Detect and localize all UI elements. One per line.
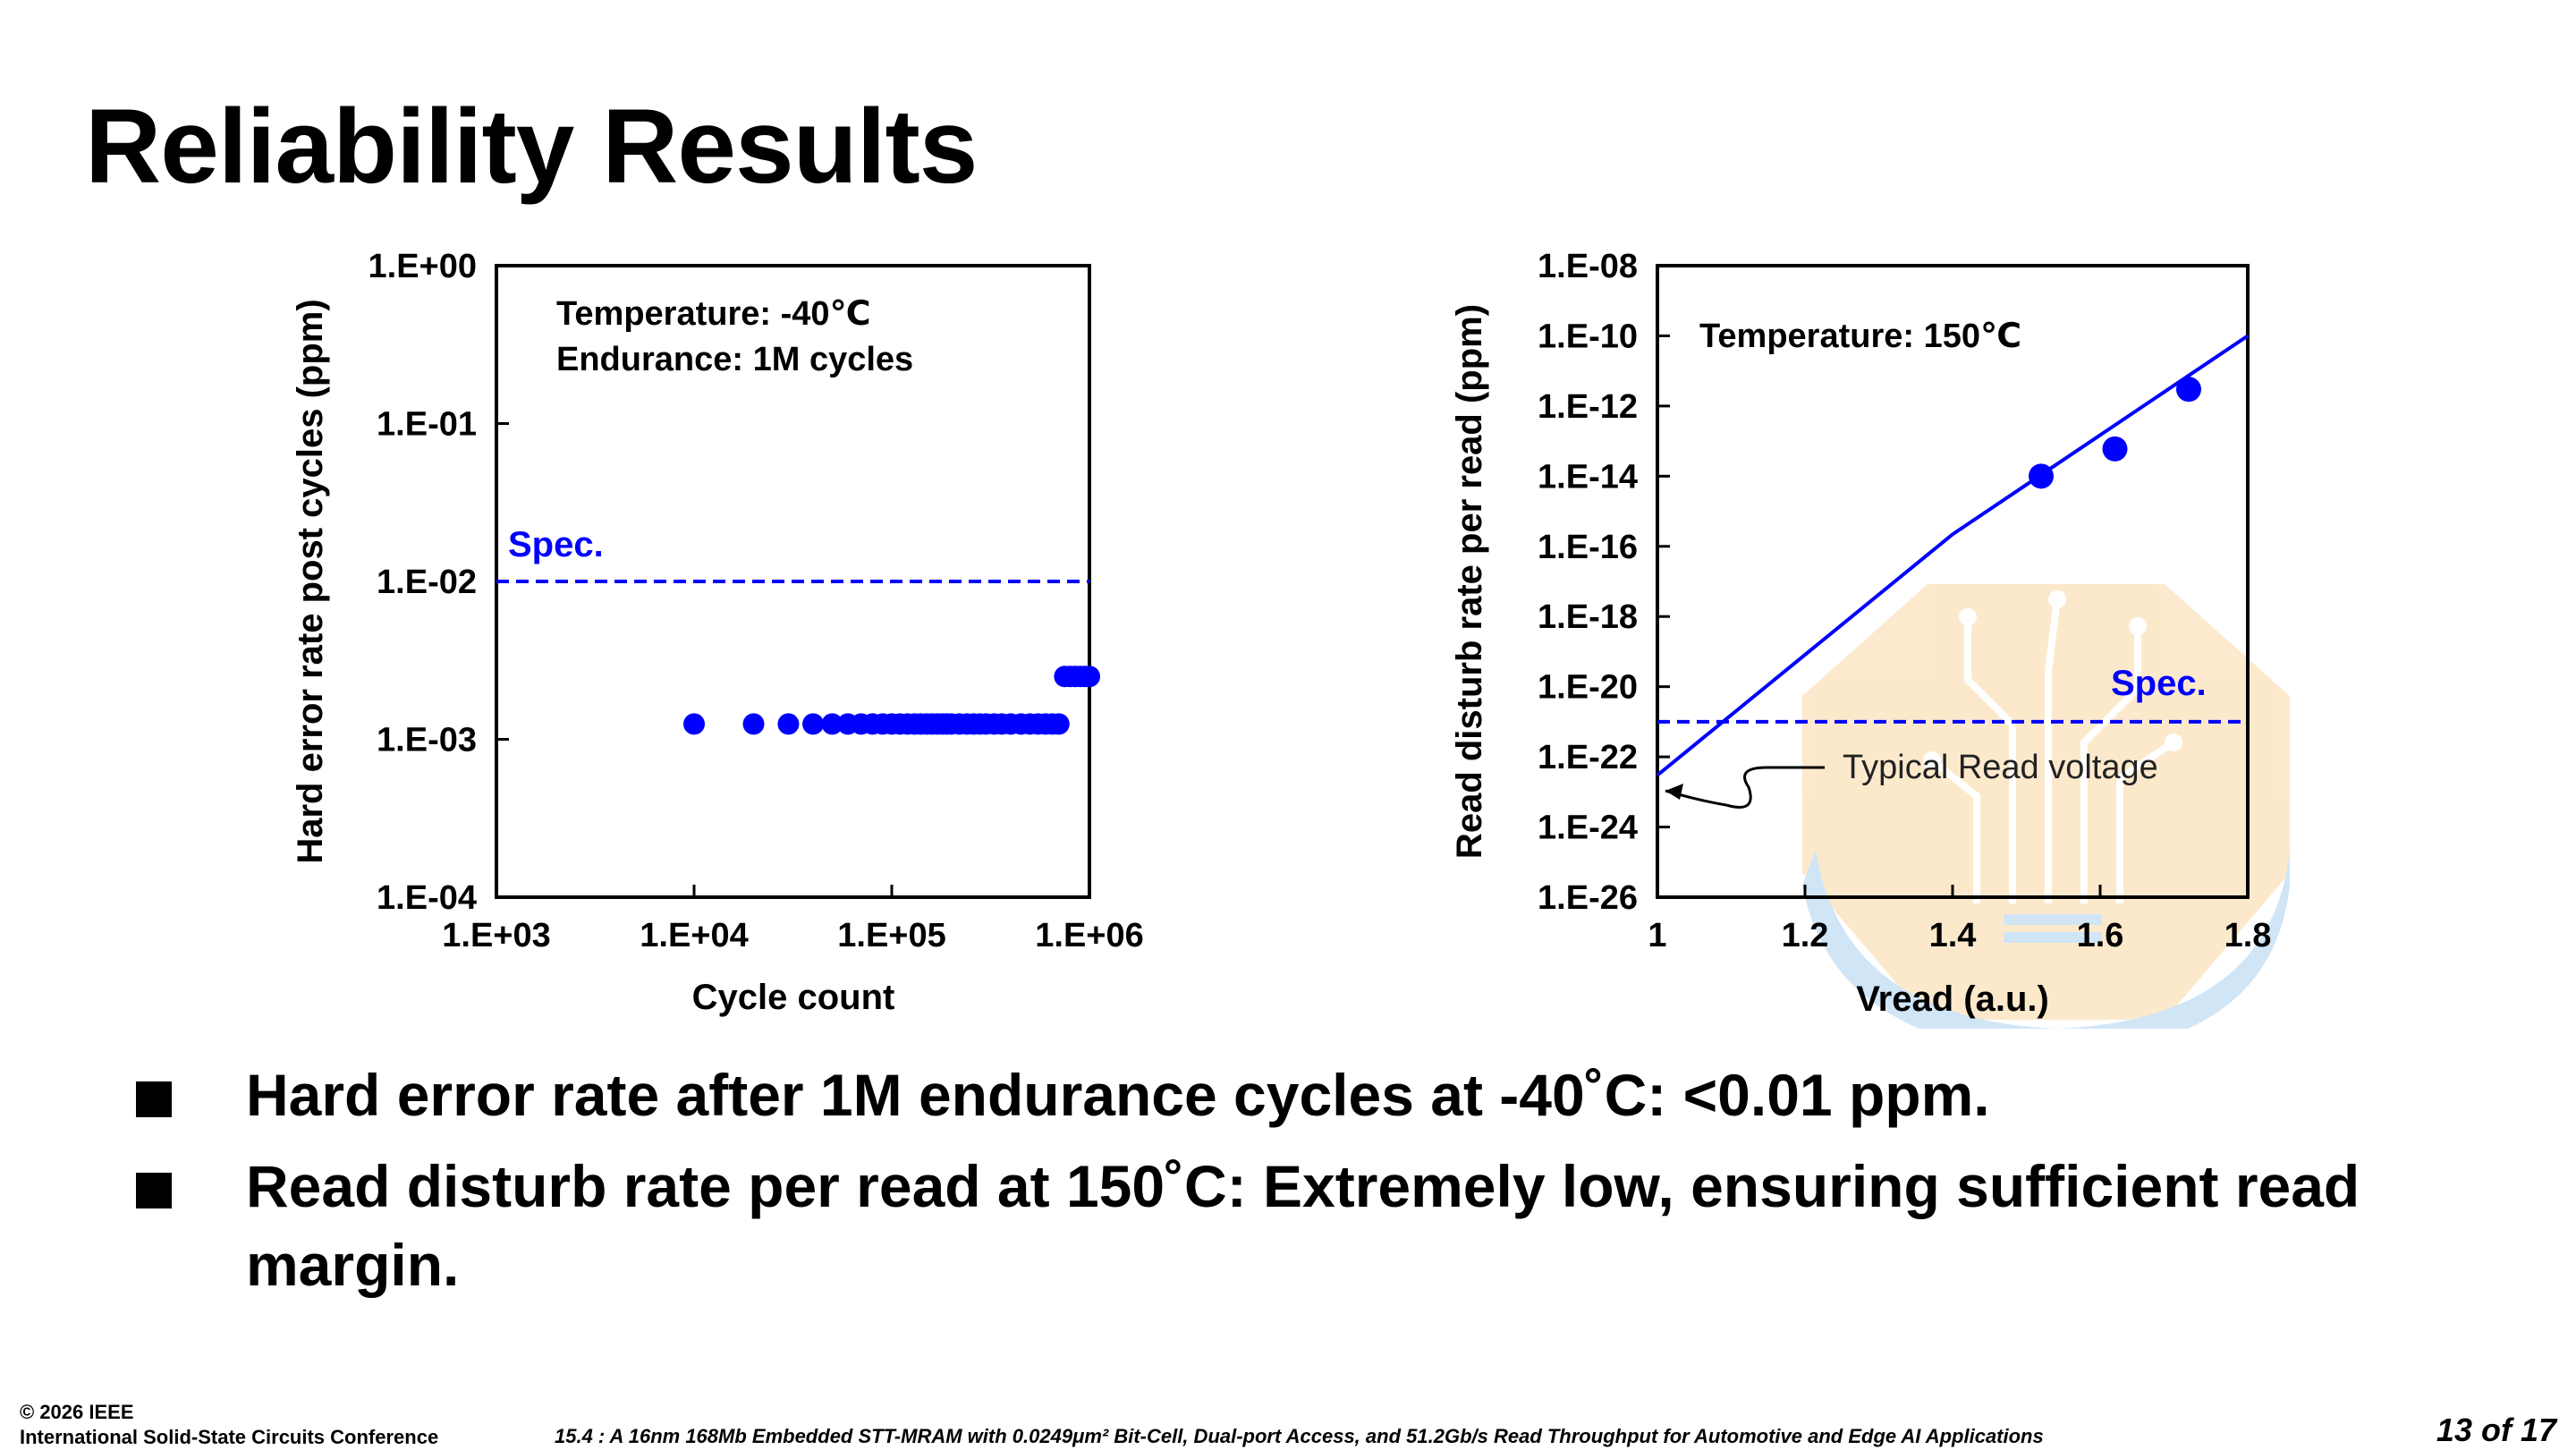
y-tick-label: 1.E-12: [1538, 388, 1638, 426]
x-tick-label: 1.E+05: [837, 917, 946, 954]
data-point: [1047, 713, 1070, 735]
square-bullet-icon: [136, 1081, 172, 1117]
page-number: 13 of 17: [2436, 1412, 2556, 1448]
y-axis-label: Read disturb rate per read (ppm): [1450, 304, 1489, 859]
bullet-list: Hard error rate after 1M endurance cycle…: [134, 1056, 2460, 1317]
x-tick-label: 1.2: [1782, 917, 1829, 954]
y-tick-label: 1.E-04: [377, 879, 477, 917]
x-tick-label: 1.4: [1929, 917, 1977, 954]
data-point: [2029, 463, 2054, 489]
x-axis-label: Vread (a.u.): [1856, 979, 2049, 1019]
spec-label: Spec.: [508, 525, 604, 564]
typical-read-arrow: [1665, 766, 1825, 809]
x-axis-label: Cycle count: [692, 978, 895, 1017]
temperature-annotation: Temperature: 150℃: [1699, 318, 2021, 355]
y-tick-label: 1.E-24: [1538, 810, 1638, 847]
y-tick-label: 1.E-18: [1538, 598, 1638, 636]
x-tick-label: 1.6: [2077, 917, 2124, 954]
footer-left: © 2026 IEEE International Solid-State Ci…: [20, 1400, 438, 1450]
data-point: [2176, 377, 2201, 403]
square-bullet-icon: [136, 1173, 172, 1208]
y-tick-label: 1.E-02: [377, 564, 477, 601]
page-title: Reliability Results: [85, 88, 978, 206]
circuit-tree-watermark: [1802, 584, 2290, 1029]
data-point: [2102, 436, 2128, 462]
y-tick-label: 1.E-03: [377, 722, 477, 759]
y-axis-label: Hard error rate post cycles (ppm): [291, 299, 330, 863]
y-tick-label: 1.E-16: [1538, 529, 1638, 566]
fit-line: [1656, 334, 2250, 777]
data-point: [742, 713, 765, 735]
paper-title: 15.4 : A 16nm 168Mb Embedded STT-MRAM wi…: [555, 1425, 2044, 1447]
y-tick-label: 1.E-14: [1538, 458, 1638, 496]
typical-read-annotation: Typical Read voltage: [1843, 749, 2158, 786]
copyright: © 2026 IEEE: [20, 1401, 134, 1423]
y-tick-label: 1.E-01: [377, 406, 477, 444]
bullet-text: Hard error rate after 1M endurance cycle…: [246, 1062, 1990, 1128]
x-tick-label: 1.E+04: [640, 917, 749, 954]
endurance-annotation: Endurance: 1M cycles: [556, 341, 913, 378]
y-tick-label: 1.E-26: [1538, 879, 1638, 917]
temperature-annotation: Temperature: -40℃: [556, 295, 871, 333]
x-tick-label: 1.E+06: [1035, 917, 1144, 954]
data-point: [1079, 666, 1100, 688]
y-tick-label: 1.E-22: [1538, 739, 1638, 776]
arrowhead: [1665, 784, 1683, 800]
spec-label: Spec.: [2111, 664, 2207, 703]
data-point: [683, 713, 705, 735]
x-tick-label: 1.8: [2224, 917, 2272, 954]
x-tick-label: 1.E+03: [442, 917, 551, 954]
x-tick-label: 1: [1648, 917, 1666, 954]
data-point: [821, 713, 843, 735]
y-tick-label: 1.E+00: [369, 248, 478, 285]
y-tick-label: 1.E-10: [1538, 318, 1638, 355]
bullet-item: Read disturb rate per read at 150˚C: Ext…: [134, 1147, 2460, 1304]
bullet-text: Read disturb rate per read at 150˚C: Ext…: [246, 1153, 2360, 1298]
bullet-item: Hard error rate after 1M endurance cycle…: [134, 1056, 2460, 1134]
read-disturb-chart: 1.E-08 1.E-10 1.E-12 1.E-14 1.E-16 1.E-18 1.E-…: [1450, 248, 2290, 1029]
hard-error-rate-chart: 1.E+00 1.E-01 1.E-02 1.E-03 1.E-04 1.E+03 1.E…: [291, 248, 1144, 1017]
y-tick-label: 1.E-08: [1538, 248, 1638, 285]
data-point: [802, 713, 825, 735]
conference-name: International Solid-State Circuits Confe…: [20, 1426, 439, 1448]
data-point: [777, 713, 800, 735]
y-tick-label: 1.E-20: [1538, 669, 1638, 707]
